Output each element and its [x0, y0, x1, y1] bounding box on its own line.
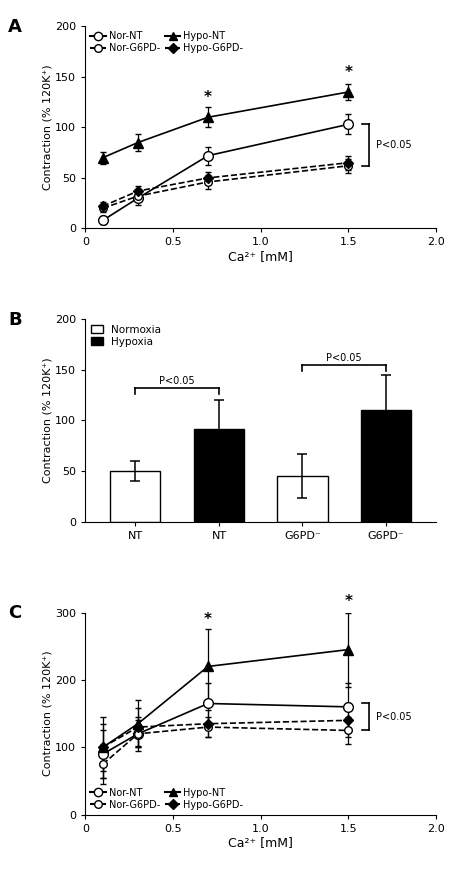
Bar	[277, 476, 328, 521]
Legend: Nor-NT, Nor-G6PD-, Hypo-NT, Hypo-G6PD-: Nor-NT, Nor-G6PD-, Hypo-NT, Hypo-G6PD-	[90, 788, 243, 809]
Text: C: C	[8, 604, 21, 623]
Text: P<0.05: P<0.05	[376, 140, 412, 150]
Y-axis label: Contraction (% 120K⁺): Contraction (% 120K⁺)	[42, 651, 53, 776]
Text: *: *	[204, 612, 212, 627]
Bar	[361, 410, 411, 521]
Text: A: A	[8, 18, 22, 36]
Text: *: *	[345, 65, 352, 80]
Text: *: *	[345, 594, 352, 609]
Text: *: *	[204, 90, 212, 105]
Text: P<0.05: P<0.05	[159, 376, 195, 386]
Text: P<0.05: P<0.05	[327, 353, 362, 363]
Legend: Normoxia, Hypoxia: Normoxia, Hypoxia	[91, 325, 161, 347]
X-axis label: Ca²⁺ [mM]: Ca²⁺ [mM]	[228, 251, 293, 264]
X-axis label: Ca²⁺ [mM]: Ca²⁺ [mM]	[228, 837, 293, 850]
Text: B: B	[8, 311, 22, 329]
Y-axis label: Contraction (% 120K⁺): Contraction (% 120K⁺)	[42, 357, 53, 484]
Y-axis label: Contraction (% 120K⁺): Contraction (% 120K⁺)	[42, 65, 53, 190]
Bar	[110, 471, 161, 521]
Bar	[194, 428, 244, 521]
Legend: Nor-NT, Nor-G6PD-, Hypo-NT, Hypo-G6PD-: Nor-NT, Nor-G6PD-, Hypo-NT, Hypo-G6PD-	[90, 32, 243, 53]
Text: P<0.05: P<0.05	[376, 712, 412, 722]
